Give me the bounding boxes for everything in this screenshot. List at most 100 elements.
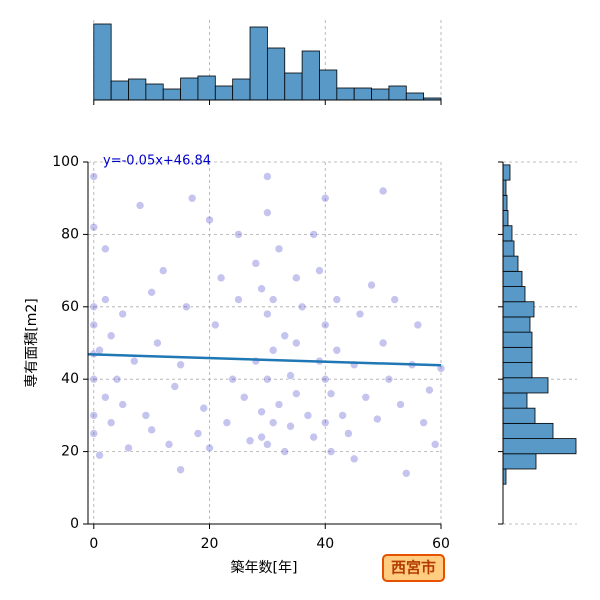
point [239,392,249,402]
point [106,331,116,341]
point [234,295,243,304]
point [263,374,272,384]
bar [162,88,181,101]
bar [502,362,533,379]
point [292,389,301,398]
point [187,193,197,203]
bar [336,87,355,101]
point [263,172,272,181]
bar [502,453,537,470]
point [297,302,307,312]
point [153,338,162,348]
bar [502,255,519,272]
bar [502,422,554,439]
bar [180,77,199,101]
point [124,443,133,453]
point [268,345,278,355]
point [170,382,180,391]
point [95,345,104,355]
point [89,222,99,232]
point [286,371,295,380]
y-tick-label: 60 [61,299,79,315]
point [211,320,220,330]
point [158,266,168,275]
point [332,295,342,304]
point [234,230,243,239]
point [274,400,284,409]
point [176,360,185,370]
point [320,320,330,330]
point [413,320,423,330]
point [147,288,156,297]
point [205,215,214,225]
point [401,469,411,478]
x-tick-label: 20 [201,536,219,552]
badge-box [382,554,445,582]
bar [319,69,338,101]
bar [145,83,164,101]
point [378,338,388,348]
point [326,389,336,398]
bar [502,164,511,181]
point [182,302,191,312]
point [129,356,139,366]
point [292,273,301,283]
x-tick-label: 40 [316,536,334,552]
point [425,385,434,395]
point [292,338,301,348]
point [430,440,440,449]
bar [266,47,286,101]
regression-label: y=-0.05x+46.84 [103,154,211,169]
point [251,259,261,268]
point [118,400,128,409]
bar [502,438,577,455]
point [257,432,266,442]
point [315,266,324,275]
point [332,345,342,355]
bar [110,80,129,101]
bar [371,88,390,101]
bar [502,346,533,363]
bar [502,407,536,424]
bar [502,301,535,318]
point [89,429,99,438]
point [222,418,232,427]
bar [284,72,303,101]
bar [502,240,515,257]
point [89,302,99,312]
bar [214,85,234,101]
point [320,374,330,384]
bar [502,286,526,303]
y-tick-label: 20 [61,444,79,460]
point [112,374,122,384]
point [355,309,365,319]
point [141,411,151,420]
point [245,436,255,446]
point [263,440,272,449]
point [396,400,405,409]
bar [502,331,533,348]
point [338,411,347,420]
point [378,186,388,196]
point [147,425,156,435]
bar [502,210,509,227]
bar [353,87,372,101]
y-axis-label: 専有面積[m2] [24,298,40,387]
point [268,418,278,427]
point [367,280,376,290]
bar [502,225,513,242]
bar [93,23,112,101]
bar [502,316,531,333]
point [390,295,400,304]
bar [502,377,549,394]
point [280,447,290,456]
point [89,374,99,384]
point [263,309,272,319]
point [280,331,290,341]
point [257,407,266,417]
point [89,320,99,330]
point [89,411,99,420]
bar [405,92,425,101]
